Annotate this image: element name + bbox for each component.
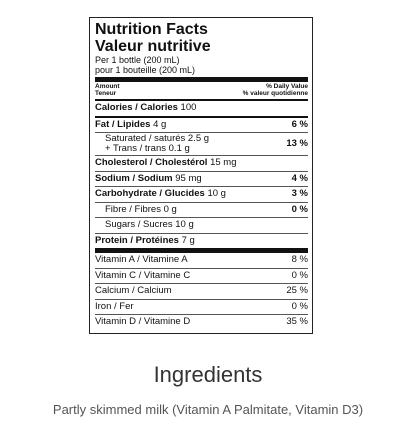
fat-dv: 6 % <box>291 118 308 130</box>
vitamin-c-label: Vitamin C / Vitamine C <box>95 269 191 281</box>
divider <box>95 298 308 300</box>
sugars-row: Sugars / Sucres 10 g <box>95 218 308 233</box>
fat-row: Fat / Lipides 4 g 6 % <box>95 118 308 133</box>
sat-trans-dv: 13 % <box>286 138 308 149</box>
amount-header-fr: Teneur <box>95 90 117 97</box>
divider <box>95 132 308 133</box>
calcium-dv: 25 % <box>286 285 308 296</box>
calories-label: Calories / Calories <box>95 102 178 113</box>
vitamin-row: Calcium / Calcium 25 % <box>95 284 308 299</box>
fibre-dv: 0 % <box>291 203 308 215</box>
vitamin-row: Vitamin A / Vitamine A 8 % <box>95 253 308 268</box>
vitamin-a-label: Vitamin A / Vitamine A <box>95 254 188 265</box>
divider <box>95 267 308 269</box>
protein-label: Protein / Protéines <box>95 234 179 246</box>
cholesterol-amount: 15 mg <box>210 157 237 168</box>
divider <box>95 283 308 284</box>
divider <box>95 201 308 203</box>
vitamin-d-label: Vitamin D / Vitamine D <box>95 316 191 327</box>
divider <box>95 232 308 234</box>
sodium-dv: 4 % <box>291 172 308 184</box>
divider <box>95 186 308 187</box>
protein-amount: 7 g <box>181 234 195 246</box>
divider <box>95 217 308 218</box>
amount-header-en: Amount <box>95 83 120 90</box>
sugars-amount: 10 g <box>175 219 194 230</box>
vitamin-row: Vitamin D / Vitamine D 35 % <box>95 315 308 330</box>
cholesterol-label: Cholesterol / Cholestérol <box>95 157 208 168</box>
fat-amount: 4 g <box>153 118 167 130</box>
vitamin-a-dv: 8 % <box>291 254 308 265</box>
ingredients-text: Partly skimmed milk (Vitamin A Palmitate… <box>52 402 364 417</box>
serving-size-en: Per 1 bottle (200 mL) <box>95 55 180 65</box>
carbohydrate-row: Carbohydrate / Glucides 10 g 3 % <box>95 187 308 202</box>
calories-value: 100 <box>180 102 197 113</box>
dv-header-fr: % valeur quotidienne <box>242 90 308 97</box>
protein-row: Protein / Protéines 7 g <box>95 234 308 249</box>
divider <box>95 99 308 101</box>
column-header: Amount Teneur % Daily Value % valeur quo… <box>95 82 308 99</box>
carbohydrate-amount: 10 g <box>207 188 226 199</box>
iron-label: Iron / Fer <box>95 300 134 312</box>
calories-row: Calories / Calories 100 <box>95 101 308 116</box>
divider <box>95 314 308 315</box>
trans-label: + Trans / trans <box>105 143 166 154</box>
saturated-trans-row: Saturated / saturés 2.5 g + Trans / tran… <box>95 133 308 155</box>
fat-label: Fat / Lipides <box>95 118 151 130</box>
sodium-row: Sodium / Sodium 95 mg 4 % <box>95 172 308 187</box>
serving-size-fr: pour 1 bouteille (200 mL) <box>95 65 196 75</box>
carbohydrate-dv: 3 % <box>291 188 308 199</box>
vitamin-c-dv: 0 % <box>291 269 308 281</box>
saturated-label: Saturated / saturés <box>105 133 186 144</box>
divider <box>95 155 308 156</box>
label-title-fr: Valeur nutritive <box>95 38 211 55</box>
carbohydrate-label: Carbohydrate / Glucides <box>95 188 205 199</box>
vitamin-row: Iron / Fer 0 % <box>95 300 308 315</box>
sugars-label: Sugars / Sucres <box>105 219 173 230</box>
fibre-amount: 0 g <box>163 203 177 215</box>
divider <box>95 248 308 253</box>
iron-dv: 0 % <box>291 300 308 312</box>
saturated-amount: 2.5 g <box>187 133 210 144</box>
fibre-row: Fibre / Fibres 0 g 0 % <box>95 203 308 218</box>
sodium-label: Sodium / Sodium <box>95 172 173 184</box>
divider <box>95 115 308 118</box>
dv-header-en: % Daily Value <box>266 83 308 90</box>
vitamin-row: Vitamin C / Vitamine C 0 % <box>95 269 308 284</box>
divider <box>95 77 308 82</box>
divider <box>95 170 308 172</box>
cholesterol-row: Cholesterol / Cholestérol 15 mg <box>95 156 308 171</box>
sodium-amount: 95 mg <box>175 172 202 184</box>
calcium-label: Calcium / Calcium <box>95 285 172 296</box>
ingredients-heading: Ingredients <box>153 362 263 387</box>
vitamin-d-dv: 35 % <box>286 316 308 327</box>
nutrition-facts-label: Nutrition Facts Valeur nutritive Per 1 b… <box>89 17 313 334</box>
trans-amount: 0.1 g <box>168 143 190 154</box>
label-title-en: Nutrition Facts <box>95 21 208 38</box>
fibre-label: Fibre / Fibres <box>105 203 161 215</box>
